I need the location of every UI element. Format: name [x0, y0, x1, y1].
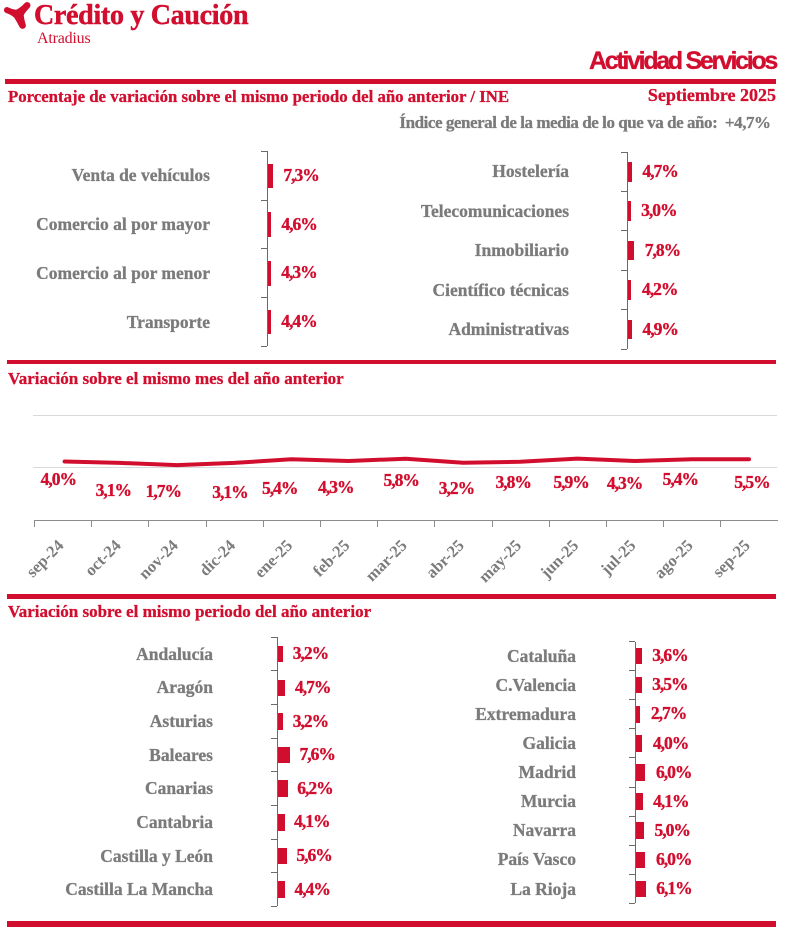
svg-text:mar-25: mar-25 — [361, 536, 410, 585]
svg-text:sep-25: sep-25 — [709, 536, 754, 581]
svg-text:ago-25: ago-25 — [650, 536, 696, 582]
svg-text:nov-24: nov-24 — [135, 536, 182, 583]
svg-text:oct-24: oct-24 — [81, 536, 125, 580]
svg-text:jul-25: jul-25 — [596, 536, 639, 579]
svg-text:may-25: may-25 — [475, 536, 525, 586]
svg-text:abr-25: abr-25 — [422, 536, 468, 582]
svg-text:dic-24: dic-24 — [195, 536, 239, 580]
svg-text:sep-24: sep-24 — [22, 536, 67, 581]
svg-text:ene-25: ene-25 — [250, 536, 296, 582]
svg-text:feb-25: feb-25 — [309, 536, 354, 581]
svg-text:jun-25: jun-25 — [536, 536, 583, 583]
